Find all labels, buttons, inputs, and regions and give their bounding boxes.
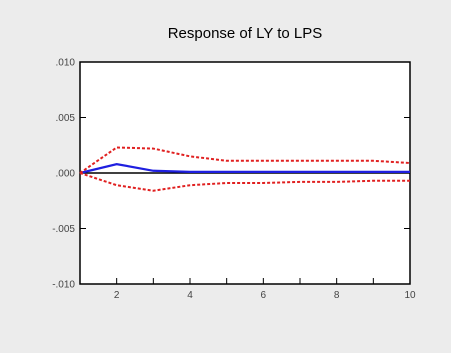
series-lines <box>79 146 411 192</box>
x-tick-label: 4 <box>187 290 193 301</box>
y-tick-label: -.005 <box>52 224 75 235</box>
x-tick-label: 8 <box>334 290 340 301</box>
y-tick-label: .010 <box>56 58 76 69</box>
y-tick-label: .005 <box>56 113 76 124</box>
chart-title: Response of LY to LPS <box>168 25 323 42</box>
x-tick-label: 10 <box>404 290 416 301</box>
series-line-response <box>79 162 410 175</box>
y-tick-label: -.010 <box>52 280 75 291</box>
axis-ticks: .010 .005 .000 -.005 -.010 2 4 6 8 10 <box>52 58 416 302</box>
x-tick-label: 2 <box>114 290 120 301</box>
x-tick-label: 6 <box>261 290 267 301</box>
y-tick-label: .000 <box>56 169 76 180</box>
series-line-lower-band <box>79 172 410 192</box>
